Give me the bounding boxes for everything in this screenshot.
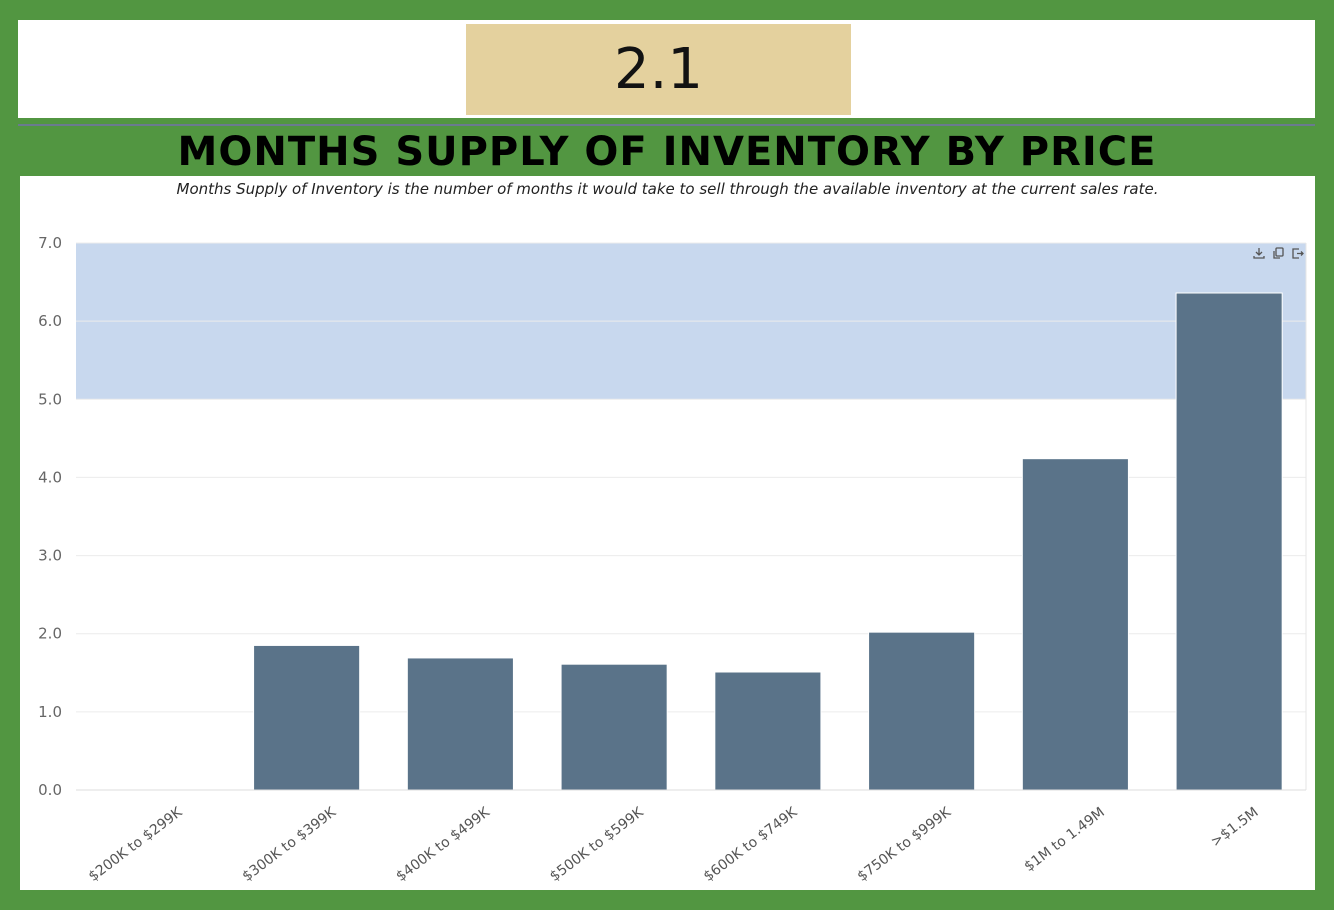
x-tick-label: $500K to $599K (547, 804, 647, 885)
y-tick-label: 1.0 (38, 703, 62, 721)
share-icon[interactable] (1290, 246, 1304, 260)
bar (560, 663, 668, 791)
footer-strip (20, 886, 1315, 890)
chart-toolbar (1252, 244, 1312, 262)
x-tick-label: $400K to $499K (393, 804, 493, 885)
bar (253, 644, 361, 791)
header-divider (18, 124, 1315, 126)
y-tick-label: 5.0 (38, 390, 62, 408)
bar (1175, 292, 1283, 791)
y-tick-label: 0.0 (38, 781, 62, 799)
chart-panel: Months Supply of Inventory is the number… (20, 176, 1315, 886)
bar (714, 671, 822, 791)
x-tick-label: $300K to $399K (239, 804, 339, 885)
x-tick-label: $750K to $999K (854, 804, 954, 885)
download-icon[interactable] (1252, 246, 1266, 260)
months-supply-badge: 2.1 (466, 24, 851, 115)
page-title: MONTHS SUPPLY OF INVENTORY BY PRICE (177, 129, 1157, 175)
y-tick-label: 3.0 (38, 547, 62, 565)
x-tick-label: >$1.5M (1208, 804, 1262, 850)
chart-subtitle: Months Supply of Inventory is the number… (176, 180, 1159, 198)
bar-chart: 0.0 1.0 2.0 3.0 4.0 5.0 6.0 7.0 $200K to $299K $3… (38, 234, 1307, 885)
y-tick-label: 2.0 (38, 625, 62, 643)
bar (1021, 458, 1129, 791)
x-tick-label: $200K to $299K (86, 804, 186, 885)
x-tick-label: $600K to $749K (701, 804, 801, 885)
y-tick-label: 4.0 (38, 468, 62, 486)
y-tick-label: 7.0 (38, 234, 62, 252)
bar (406, 657, 514, 791)
bar (868, 631, 976, 791)
x-tick-label: $1M to 1.49M (1021, 804, 1107, 875)
copy-icon[interactable] (1271, 246, 1285, 260)
y-tick-label: 6.0 (38, 312, 62, 330)
